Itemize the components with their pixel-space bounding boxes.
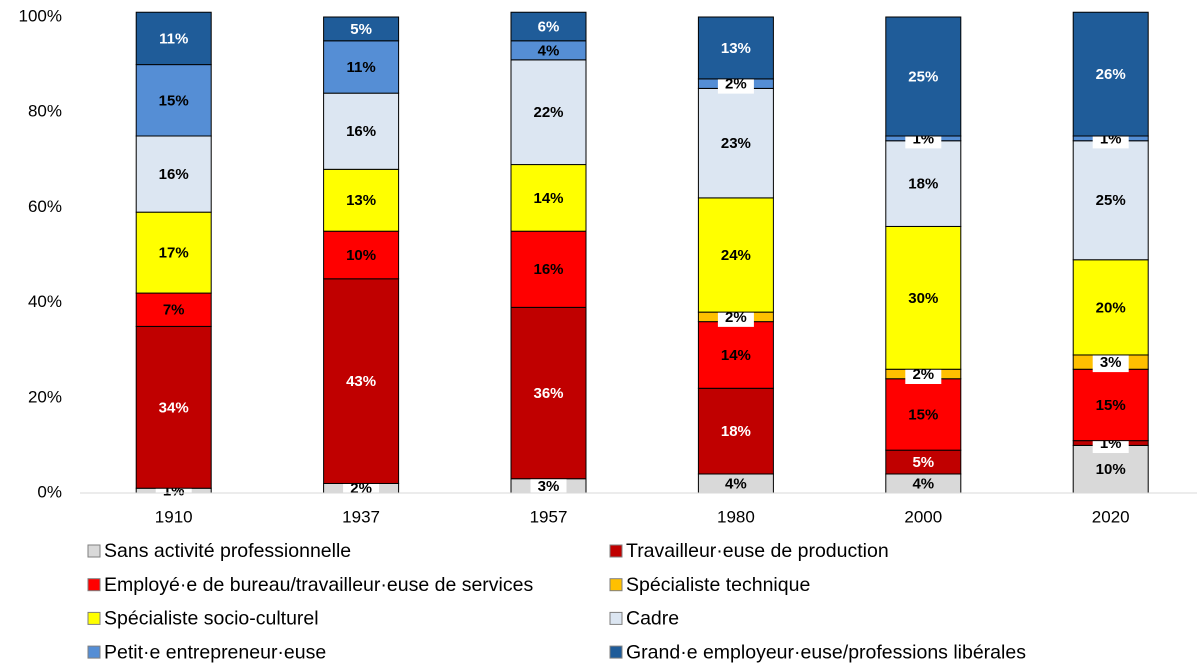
data-label: 34%	[159, 399, 189, 416]
data-label: 14%	[721, 347, 751, 364]
data-label: 43%	[346, 373, 376, 390]
bar-segment	[697, 387, 774, 475]
y-tick-label: 0%	[37, 482, 62, 501]
bar-segment	[323, 92, 400, 170]
bar-segment	[885, 378, 962, 451]
label-box	[1092, 352, 1129, 373]
data-label: 13%	[721, 40, 751, 57]
data-label: 26%	[1096, 66, 1126, 83]
bar-segment	[510, 164, 587, 232]
bar-segment	[1072, 444, 1149, 494]
data-label: 7%	[163, 302, 185, 319]
data-label: 15%	[1096, 397, 1126, 414]
data-label: 10%	[346, 247, 376, 264]
bar-segment	[323, 40, 400, 94]
data-label: 2%	[912, 366, 934, 383]
bar-segment	[135, 325, 212, 489]
data-label: 11%	[159, 30, 188, 47]
bar-segment	[510, 230, 587, 308]
data-label: 24%	[721, 247, 751, 264]
bar-segment	[323, 16, 400, 42]
data-label: 5%	[912, 454, 934, 471]
data-label: 15%	[908, 406, 938, 423]
legend-swatch	[87, 578, 101, 592]
x-tick-label: 2000	[904, 507, 942, 526]
data-label: 3%	[538, 478, 560, 495]
legend-swatch	[87, 611, 101, 625]
bar-segment	[1072, 368, 1149, 442]
data-label: 4%	[725, 475, 747, 492]
bar-segment	[135, 292, 212, 327]
data-label: 11%	[346, 59, 375, 76]
bar-segment	[323, 278, 400, 484]
bar-segment	[510, 306, 587, 480]
legend-label: Employé·e de bureau/travailleur·euse de …	[104, 574, 533, 596]
x-tick-label: 1937	[342, 507, 380, 526]
bar-segment	[323, 168, 400, 232]
bar-segment	[885, 140, 962, 227]
bar-segment	[1072, 11, 1149, 137]
label-box	[530, 475, 567, 496]
data-label: 23%	[721, 135, 751, 152]
data-label: 2%	[725, 309, 747, 326]
x-tick-label: 2020	[1092, 507, 1130, 526]
data-label: 10%	[1096, 461, 1126, 478]
legend-label: Petit·e entrepreneur·euse	[104, 641, 326, 663]
data-label: 16%	[346, 123, 376, 140]
bar-segment	[510, 59, 587, 166]
bar-segment	[135, 11, 212, 66]
x-tick-label: 1910	[155, 507, 193, 526]
data-label: 17%	[159, 245, 189, 262]
data-label: 3%	[1100, 354, 1122, 371]
y-tick-label: 80%	[28, 102, 62, 121]
legend-label: Travailleur·euse de production	[626, 540, 889, 562]
data-label: 2%	[725, 76, 747, 93]
legend-label: Grand·e employeur·euse/professions libér…	[626, 641, 1026, 663]
bar-segment	[885, 225, 962, 370]
data-label: 22%	[533, 104, 563, 121]
bar-segment	[697, 16, 774, 80]
data-label: 25%	[908, 68, 938, 85]
bar-segment	[697, 87, 774, 199]
data-label: 15%	[159, 92, 189, 109]
bar-segment	[885, 16, 962, 137]
data-label: 18%	[908, 176, 938, 193]
legend-label: Spécialiste socio-culturel	[104, 608, 319, 630]
data-label: 4%	[538, 42, 560, 59]
data-label: 16%	[533, 261, 563, 278]
data-label: 14%	[533, 190, 563, 207]
y-tick-label: 40%	[28, 292, 62, 311]
data-label: 5%	[350, 21, 372, 38]
legend-label: Sans activité professionnelle	[104, 540, 351, 562]
legend-swatch	[609, 611, 623, 625]
data-label: 30%	[908, 290, 938, 307]
legend-swatch	[609, 578, 623, 592]
data-label: 18%	[721, 423, 751, 440]
bar-segment	[697, 197, 774, 313]
legend-swatch	[609, 645, 623, 659]
legend-label: Spécialiste technique	[626, 574, 810, 596]
y-tick-label: 100%	[19, 6, 62, 25]
legend-swatch	[87, 645, 101, 659]
legend-label: Cadre	[626, 608, 679, 630]
legend-swatch	[609, 544, 623, 558]
data-label: 20%	[1096, 299, 1126, 316]
data-label: 13%	[346, 192, 376, 209]
bar-segment	[1072, 140, 1149, 261]
x-tick-label: 1980	[717, 507, 755, 526]
data-label: 6%	[538, 18, 560, 35]
data-label: 16%	[159, 166, 189, 183]
bar-segment	[697, 321, 774, 389]
x-tick-label: 1957	[530, 507, 568, 526]
data-label: 25%	[1096, 192, 1126, 209]
legend-swatch	[87, 544, 101, 558]
data-label: 36%	[533, 385, 563, 402]
y-tick-label: 20%	[28, 387, 62, 406]
data-label: 4%	[912, 475, 934, 492]
bar-segment	[510, 11, 587, 42]
y-tick-label: 60%	[28, 197, 62, 216]
bar-segment	[323, 230, 400, 280]
